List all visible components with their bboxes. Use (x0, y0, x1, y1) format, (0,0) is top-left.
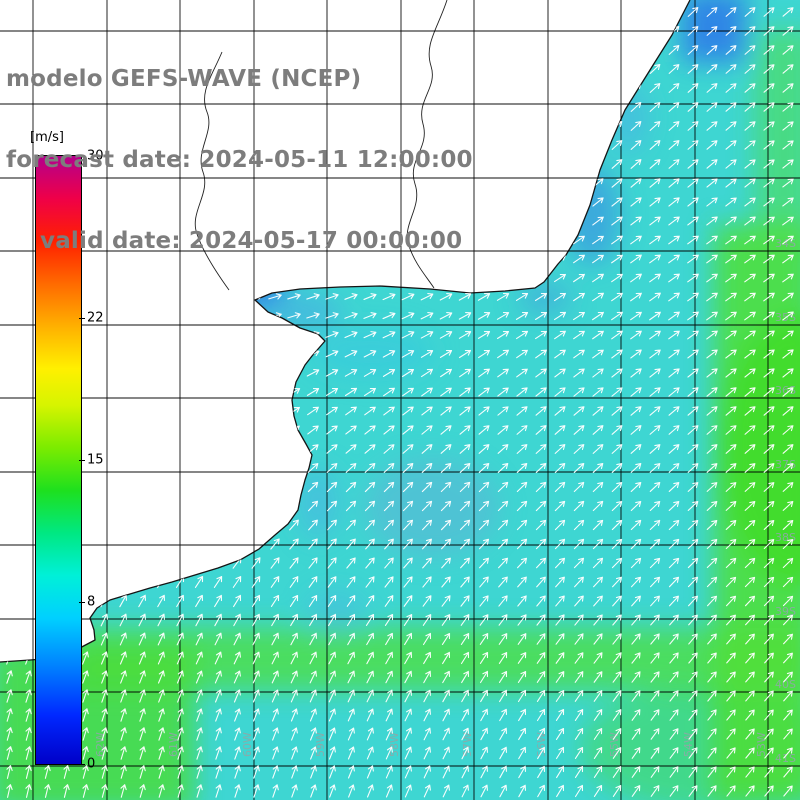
longitude-label: 60W (241, 732, 254, 757)
colorbar-tick-mark (79, 318, 85, 320)
colorbar-legend: [m/s] 30 22 15 8 0 (30, 130, 104, 780)
colorbar-tick-mark (79, 764, 85, 765)
longitude-label: 62W (94, 732, 107, 757)
longitude-label: 55W (608, 732, 621, 757)
longitude-label: 54W (682, 732, 695, 757)
colorbar-tick-label: 22 (87, 310, 104, 326)
colorbar-tick-label: 8 (87, 594, 96, 610)
latitude-label: 34S (775, 237, 796, 250)
longitude-label: 57W (461, 732, 474, 757)
map-header: modelo GEFS-WAVE (NCEP) forecast date: 2… (6, 12, 473, 309)
colorbar-tick-mark (79, 460, 85, 461)
longitude-label: 53W (755, 732, 768, 757)
longitude-label: 58W (388, 732, 401, 757)
colorbar-tick-label: 0 (87, 756, 96, 772)
colorbar-gradient (35, 155, 82, 765)
valid-date-line: valid date: 2024-05-17 00:00:00 (40, 228, 463, 254)
latitude-label: 38S (775, 531, 796, 544)
land-area (0, 0, 690, 662)
latitude-label: 37S (775, 458, 796, 471)
latitude-label: 41S (775, 752, 796, 765)
longitude-label: 61W (167, 732, 180, 757)
colorbar-tick-label: 15 (87, 452, 104, 468)
colorbar-tick-mark (79, 601, 85, 603)
longitude-label: 56W (535, 732, 548, 757)
latitude-label: 40S (775, 678, 796, 691)
latitude-label: 39S (775, 605, 796, 618)
forecast-date-line: forecast date: 2024-05-11 12:00:00 (6, 147, 473, 173)
latitude-label: 36S (775, 384, 796, 397)
colorbar-unit-label: [m/s] (30, 130, 64, 145)
longitude-label: 59W (314, 732, 327, 757)
colorbar-tick-mark (79, 156, 85, 157)
colorbar-tick-label: 30 (87, 148, 104, 164)
model-title: modelo GEFS-WAVE (NCEP) (6, 66, 362, 92)
river-border-lines (194, 0, 448, 291)
colorbar-tick-labels: 30 22 15 8 0 (79, 149, 127, 772)
